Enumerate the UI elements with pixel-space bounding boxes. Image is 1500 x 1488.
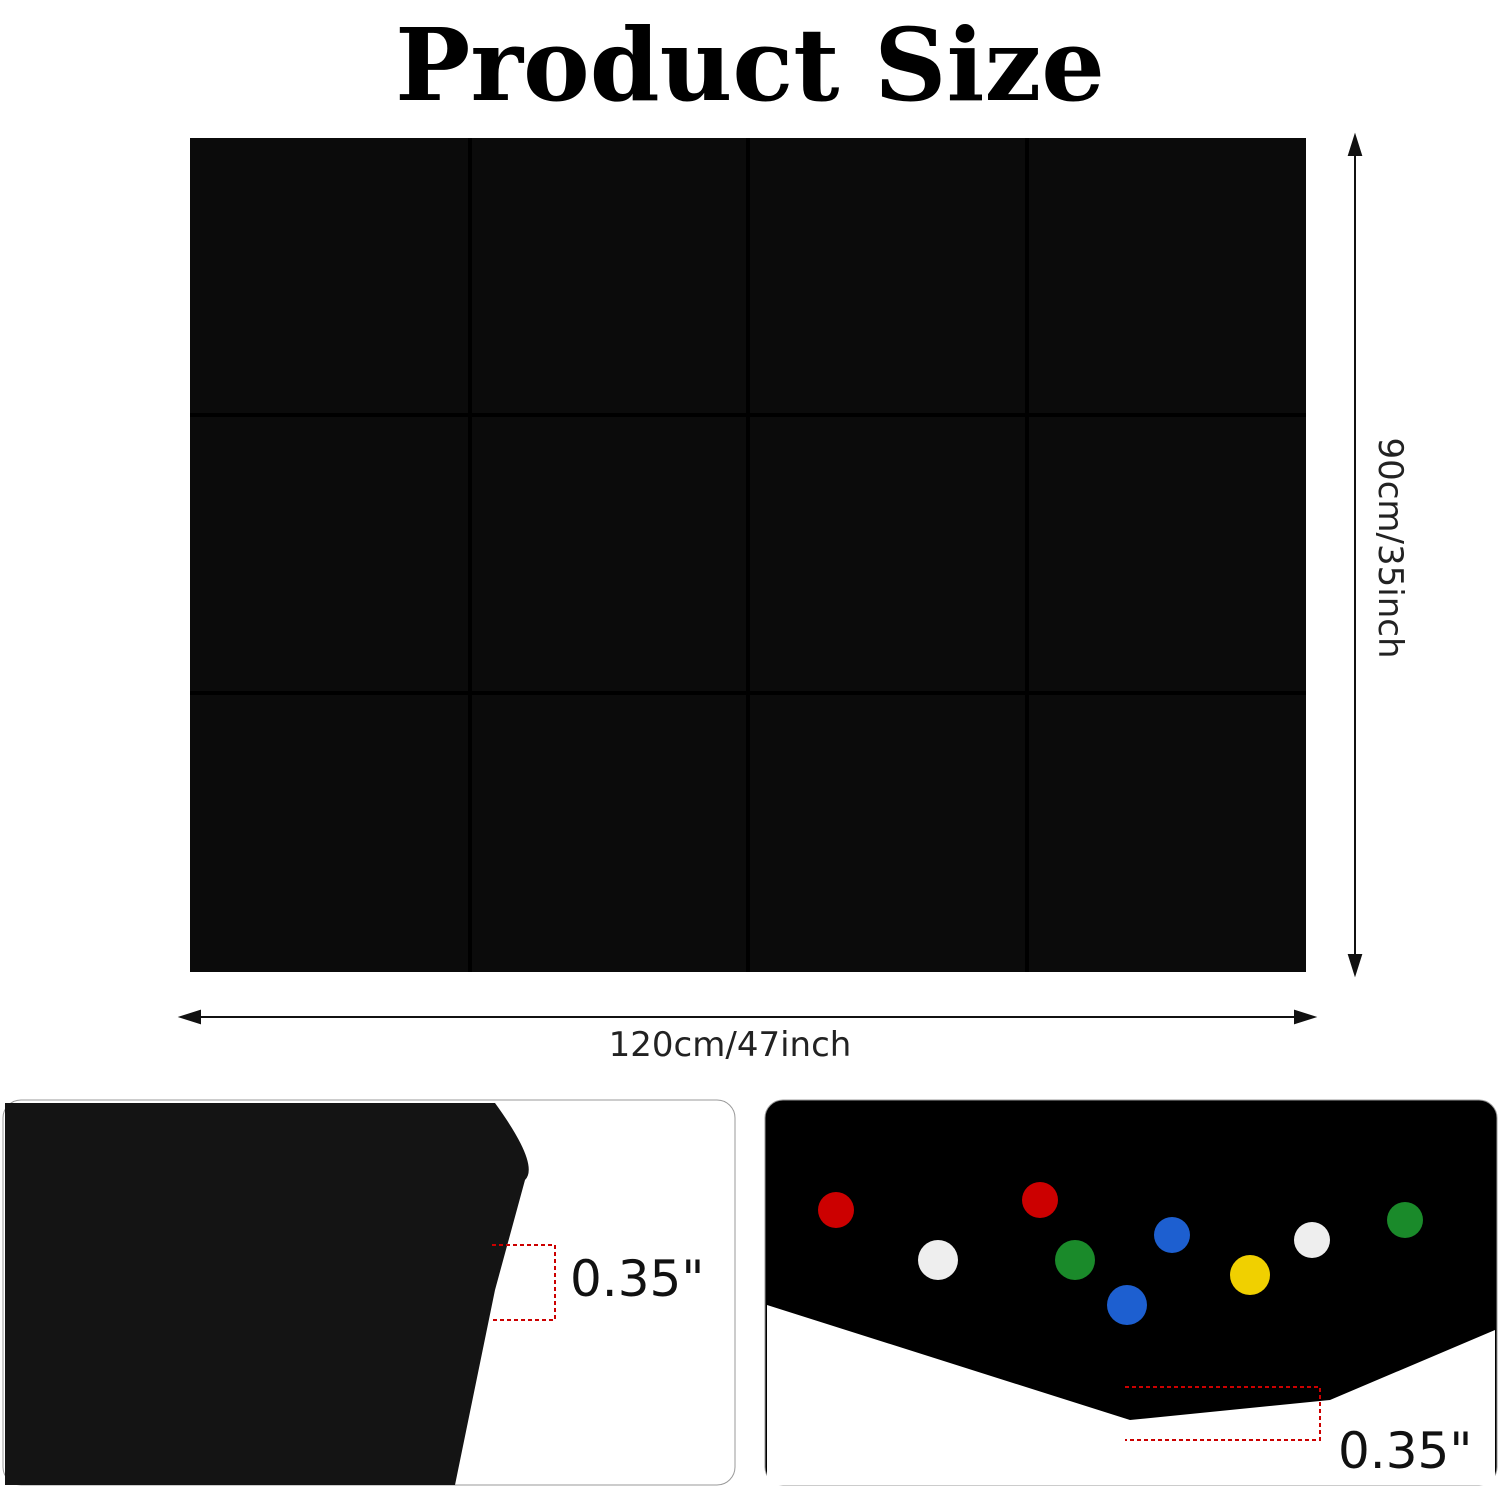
title: Product Size [395, 6, 1105, 124]
thickness-label: 0.35" [570, 1250, 705, 1308]
height-label: 90cm/35inch [1370, 437, 1410, 659]
thickness-label: 0.35" [1338, 1422, 1473, 1480]
width-label: 120cm/47inch [608, 1025, 852, 1065]
